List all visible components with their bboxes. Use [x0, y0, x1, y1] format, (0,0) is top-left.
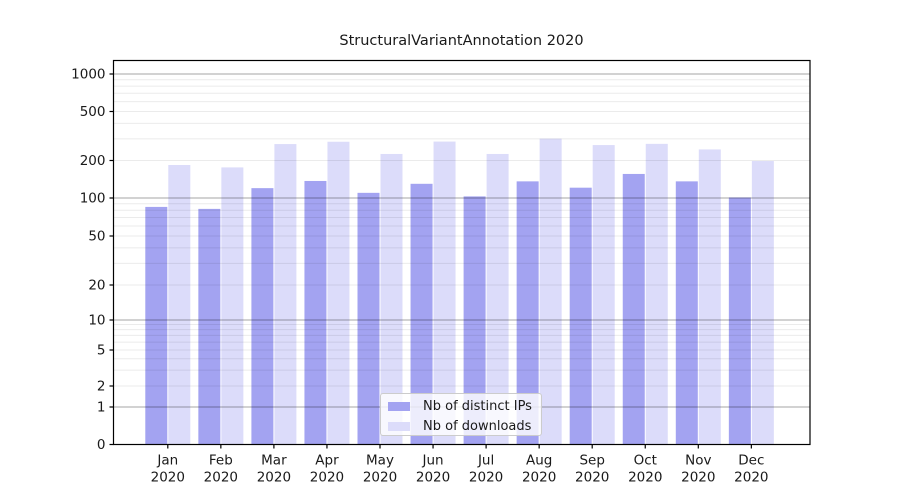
y-tick-label: 1000: [71, 67, 105, 83]
bar-ips-jun: [410, 183, 433, 445]
bar-downloads-aug: [539, 138, 562, 445]
x-tick-label-year: 2020: [257, 470, 291, 486]
x-tick-label-month: Oct: [634, 453, 657, 469]
y-tick-label: 50: [88, 229, 105, 245]
legend-swatch-downloads: [388, 422, 410, 431]
x-tick-label-year: 2020: [469, 470, 503, 486]
bar-downloads-dec: [751, 161, 774, 445]
y-tick-label: 0: [97, 437, 106, 453]
bar-downloads-oct: [645, 143, 668, 445]
x-tick-label-year: 2020: [310, 470, 344, 486]
x-tick-label-month: Mar: [261, 453, 287, 469]
x-tick-label-month: Jul: [477, 453, 494, 469]
legend-swatch-ips: [388, 402, 410, 411]
y-tick-label: 20: [88, 278, 105, 294]
x-tick-label-month: Aug: [526, 453, 552, 469]
x-tick-label-month: Sep: [579, 453, 604, 469]
y-tick-label: 100: [80, 191, 106, 207]
bar-ips-apr: [304, 180, 327, 445]
legend-row-downloads: Nb of downloads: [388, 418, 541, 435]
bar-downloads-apr: [327, 141, 350, 445]
bar-downloads-jan: [168, 165, 191, 445]
y-tick-label: 500: [80, 104, 106, 120]
bar-ips-dec: [728, 197, 751, 445]
y-tick-label: 2: [97, 379, 106, 395]
bar-ips-jan: [145, 206, 168, 445]
x-tick-label-month: Jun: [422, 453, 444, 469]
bar-ips-may: [357, 192, 380, 445]
x-tick-label-year: 2020: [363, 470, 397, 486]
bar-ips-nov: [675, 181, 698, 445]
bar-ips-sep: [569, 187, 592, 445]
x-tick-label-year: 2020: [522, 470, 556, 486]
bar-downloads-sep: [592, 145, 615, 445]
bar-downloads-nov: [698, 149, 721, 445]
y-tick-label: 200: [80, 153, 106, 169]
legend-row-ips: Nb of distinct IPs: [388, 398, 541, 415]
bar-ips-mar: [251, 188, 274, 445]
y-tick-label: 5: [97, 343, 106, 359]
bar-ips-oct: [622, 173, 645, 445]
bar-downloads-jun: [433, 141, 456, 445]
bar-ips-feb: [198, 208, 221, 445]
bar-downloads-jul: [486, 153, 509, 445]
x-tick-label-year: 2020: [681, 470, 715, 486]
legend: Nb of distinct IPs Nb of downloads: [380, 393, 542, 436]
x-tick-label-year: 2020: [628, 470, 662, 486]
y-tick-label: 1: [97, 400, 106, 416]
y-tick-label: 10: [88, 313, 105, 329]
x-tick-label-month: Feb: [209, 453, 233, 469]
x-tick-label-month: Jan: [156, 453, 178, 469]
bar-downloads-mar: [274, 144, 297, 445]
x-tick-label-month: Dec: [738, 453, 764, 469]
legend-label-downloads: Nb of downloads: [423, 419, 532, 434]
x-tick-label-month: Nov: [685, 453, 711, 469]
x-tick-label-year: 2020: [151, 470, 185, 486]
chart-title: StructuralVariantAnnotation 2020: [339, 33, 584, 49]
bar-downloads-may: [380, 153, 403, 445]
x-tick-label-year: 2020: [575, 470, 609, 486]
legend-label-ips: Nb of distinct IPs: [423, 399, 532, 414]
x-tick-label-month: Apr: [315, 453, 339, 469]
x-tick-label-year: 2020: [416, 470, 450, 486]
x-tick-label-month: May: [366, 453, 394, 469]
x-tick-label-year: 2020: [734, 470, 768, 486]
bar-downloads-feb: [221, 167, 244, 445]
bar-ips-aug: [516, 181, 539, 445]
bar-ips-jul: [463, 196, 486, 445]
plot-border: [112, 59, 811, 446]
x-tick-label-year: 2020: [204, 470, 238, 486]
